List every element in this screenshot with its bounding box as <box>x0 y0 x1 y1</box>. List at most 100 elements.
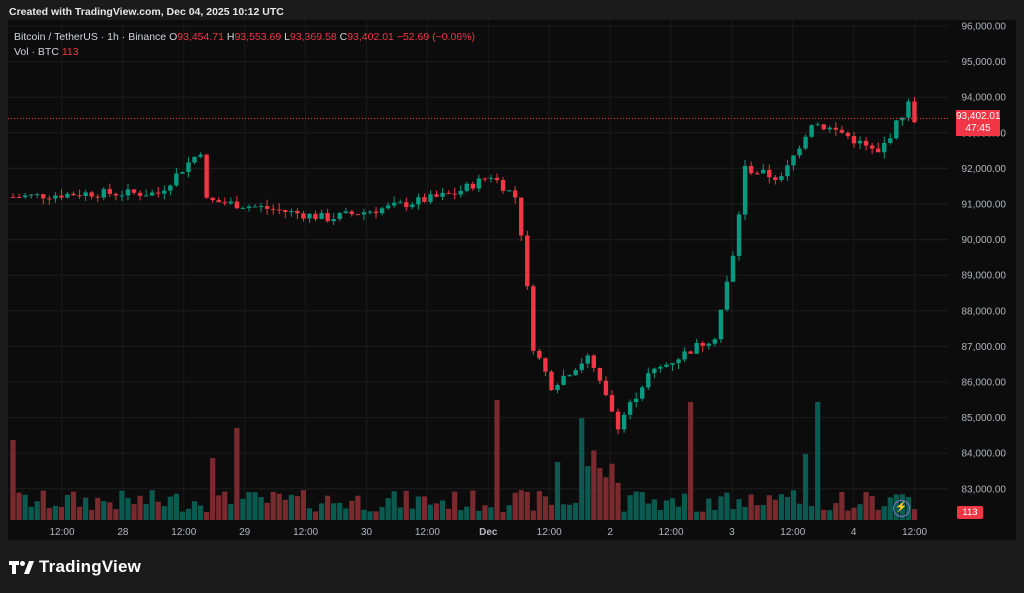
volume-bar <box>476 510 482 520</box>
candle-body <box>742 165 748 215</box>
candle-body <box>246 206 252 209</box>
candle-body <box>301 213 306 219</box>
candle-body <box>59 195 64 198</box>
candle-body <box>186 162 191 172</box>
candle-body <box>688 351 693 354</box>
volume-bar <box>191 501 198 520</box>
candle-body <box>192 156 197 163</box>
candle-body <box>83 192 88 197</box>
volume-bar <box>349 500 355 520</box>
volume-bar <box>633 491 639 520</box>
candle-body <box>440 192 445 197</box>
volume-bar <box>784 496 791 520</box>
volume-bar <box>500 511 506 520</box>
volume-bar <box>210 458 216 520</box>
volume-bar <box>22 494 28 520</box>
created-with-text: Created with TradingView.com, Dec 04, 20… <box>9 6 284 18</box>
candle-body <box>767 169 772 178</box>
volume-bar <box>161 506 167 520</box>
volume-bar <box>185 508 192 520</box>
chart-area[interactable]: 96,000.0095,000.0094,000.0093,000.0092,0… <box>8 20 1016 540</box>
candle-body <box>730 255 736 282</box>
volume-bar <box>470 490 476 520</box>
x-tick-label: 12:00 <box>780 527 805 538</box>
candle-body <box>700 342 705 346</box>
x-tick-label: 3 <box>729 527 735 538</box>
y-tick-label: 84,000.00 <box>962 449 1007 460</box>
tradingview-logo-icon <box>9 561 34 574</box>
volume-bar <box>452 491 458 520</box>
volume-bar <box>591 450 597 520</box>
candle-body <box>543 358 548 372</box>
candle-body <box>621 414 627 430</box>
volume-bar <box>312 511 319 520</box>
volume-bar <box>95 497 101 520</box>
volume-bar <box>809 505 815 520</box>
volume-bar <box>143 504 149 520</box>
candle-body <box>754 173 760 175</box>
candle-body <box>464 183 469 191</box>
volume-value: 113 <box>61 46 79 58</box>
volume-bar <box>173 493 179 520</box>
candle-body <box>633 398 639 403</box>
candle-body <box>531 286 536 351</box>
volume-bar <box>766 495 772 520</box>
ohlc-row: Bitcoin / TetherUS · 1h · Binance O93,45… <box>14 30 475 45</box>
candle-body <box>355 214 361 216</box>
y-tick-label: 92,000.00 <box>962 164 1007 175</box>
volume-bar <box>488 507 494 520</box>
volume-bar <box>113 509 119 520</box>
last-price-tag: 93,402.01 47:45 <box>956 110 1001 136</box>
volume-bar <box>881 506 887 520</box>
candle-body <box>815 124 820 126</box>
symbol-label[interactable]: Bitcoin / TetherUS · 1h · Binance <box>14 31 167 43</box>
volume-bar <box>857 504 863 520</box>
candlestick-chart[interactable]: 96,000.0095,000.0094,000.0093,000.0092,0… <box>8 20 1016 540</box>
volume-bar <box>325 495 331 520</box>
volume-bar <box>845 510 851 520</box>
candle-body <box>839 129 845 133</box>
candle-body <box>162 190 167 194</box>
volume-bar <box>337 502 343 520</box>
volume-bar <box>681 493 688 520</box>
y-tick-label: 90,000.00 <box>962 235 1007 246</box>
volume-bar <box>58 506 65 520</box>
x-tick-label: 28 <box>117 527 129 538</box>
volume-bar <box>506 505 512 520</box>
volume-bar <box>228 504 234 520</box>
candle-body <box>210 197 215 201</box>
candle-body <box>174 173 179 186</box>
volume-bar <box>772 499 778 520</box>
candle-body <box>791 155 796 166</box>
volume-row: Vol · BTC 113 <box>14 45 475 60</box>
volume-bar <box>282 499 288 520</box>
candle-body <box>180 171 185 174</box>
y-tick-label: 85,000.00 <box>962 413 1007 424</box>
candle-body <box>888 138 893 143</box>
y-tick-label: 88,000.00 <box>962 306 1007 317</box>
candle-body <box>579 363 584 371</box>
lightning-icon[interactable]: ⚡ <box>893 500 910 517</box>
candle-body <box>525 235 530 287</box>
volume-bar <box>694 511 700 520</box>
candle-body <box>761 169 766 174</box>
candle-body <box>295 211 300 214</box>
volume-bar <box>403 490 409 520</box>
volume-bar <box>204 511 210 520</box>
volume-bar <box>167 496 173 520</box>
volume-bar <box>863 492 869 520</box>
volume-bar <box>567 504 573 520</box>
volume-bar <box>306 508 313 520</box>
low-label: L <box>284 31 290 43</box>
volume-label[interactable]: Vol · BTC <box>14 46 59 58</box>
volume-bar <box>409 508 415 520</box>
volume-bar <box>433 503 440 520</box>
candle-body <box>228 201 234 204</box>
candle-body <box>325 213 330 222</box>
x-tick-label: 12:00 <box>171 527 196 538</box>
volume-bar <box>615 482 621 520</box>
volume-bar <box>833 503 839 520</box>
volume-bar <box>137 495 143 520</box>
volume-bar <box>796 503 803 520</box>
volume-bar <box>512 492 518 520</box>
